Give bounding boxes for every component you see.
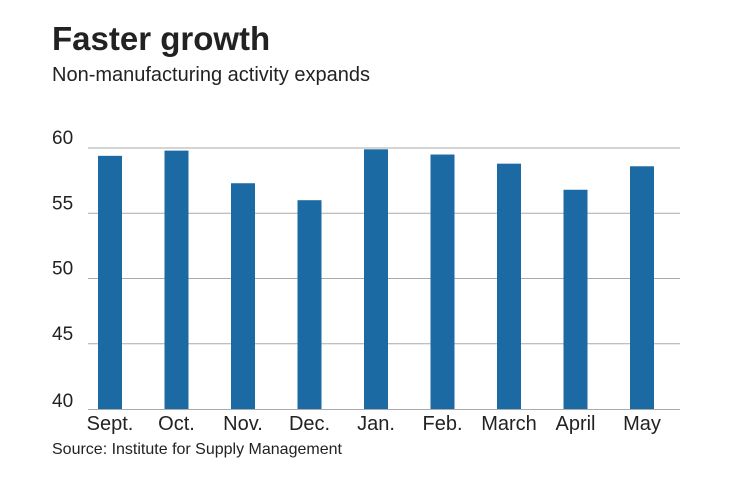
x-label-nov: Nov.: [223, 413, 263, 435]
bar-march: [497, 163, 521, 409]
x-category-labels: Sept. Oct. Nov. Dec. Jan. Feb. March April May: [87, 413, 661, 435]
x-label-oct: Oct.: [158, 413, 195, 435]
bar-oct: [164, 150, 189, 410]
x-label-sept: Sept.: [87, 413, 134, 435]
y-tick-label-45: 45: [52, 324, 73, 345]
y-tick-label-60: 60: [52, 128, 73, 149]
bar-dec: [297, 200, 322, 409]
bar-april: [563, 189, 588, 409]
y-tick-label-55: 55: [52, 193, 73, 214]
bar-feb: [430, 154, 455, 409]
chart-title: Faster growth: [52, 20, 271, 57]
source-note: Source: Institute for Supply Management: [52, 441, 342, 458]
chart-subtitle: Non-manufacturing activity expands: [52, 64, 370, 86]
y-tick-labels: 40 45 50 55 60: [52, 128, 73, 412]
bar-chart: 40 45 50 55 60 Sept. Oct. Nov. Dec. Jan. Feb. Marc…: [52, 128, 680, 435]
bar-jan: [364, 149, 388, 409]
x-label-march: March: [481, 413, 537, 435]
x-label-may: May: [623, 413, 661, 435]
x-label-dec: Dec.: [289, 413, 330, 435]
y-tick-label-40: 40: [52, 391, 73, 412]
x-label-april: April: [555, 413, 595, 435]
bars: [98, 149, 654, 410]
bar-sept: [98, 155, 122, 409]
x-label-feb: Feb.: [422, 413, 462, 435]
y-tick-label-50: 50: [52, 259, 73, 280]
bar-may: [630, 166, 654, 409]
x-label-jan: Jan.: [357, 413, 395, 435]
bar-nov: [231, 183, 255, 409]
